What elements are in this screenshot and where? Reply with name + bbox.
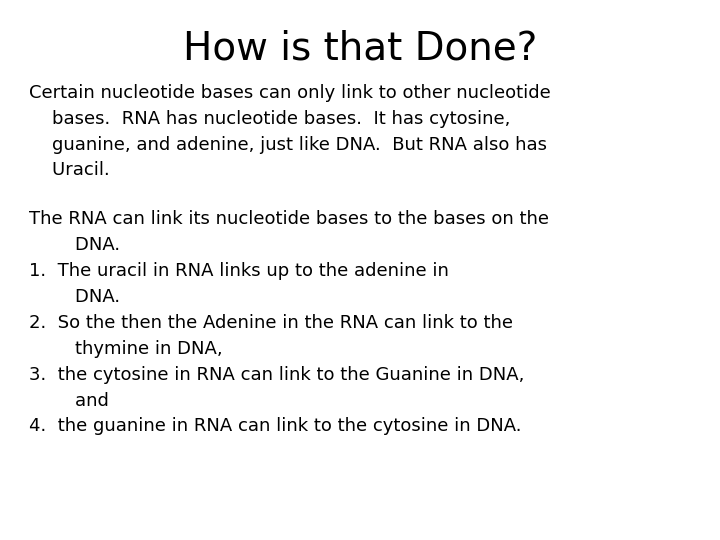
- Text: bases.  RNA has nucleotide bases.  It has cytosine,: bases. RNA has nucleotide bases. It has …: [29, 110, 510, 127]
- Text: DNA.: DNA.: [29, 236, 120, 254]
- Text: 2.  So the then the Adenine in the RNA can link to the: 2. So the then the Adenine in the RNA ca…: [29, 314, 513, 332]
- Text: 1.  The uracil in RNA links up to the adenine in: 1. The uracil in RNA links up to the ade…: [29, 262, 449, 280]
- Text: The RNA can link its nucleotide bases to the bases on the: The RNA can link its nucleotide bases to…: [29, 210, 549, 228]
- Text: guanine, and adenine, just like DNA.  But RNA also has: guanine, and adenine, just like DNA. But…: [29, 136, 546, 153]
- Text: Certain nucleotide bases can only link to other nucleotide: Certain nucleotide bases can only link t…: [29, 84, 551, 102]
- Text: 4.  the guanine in RNA can link to the cytosine in DNA.: 4. the guanine in RNA can link to the cy…: [29, 417, 521, 435]
- Text: and: and: [29, 392, 109, 409]
- Text: DNA.: DNA.: [29, 288, 120, 306]
- Text: How is that Done?: How is that Done?: [183, 30, 537, 68]
- Text: Uracil.: Uracil.: [29, 161, 109, 179]
- Text: thymine in DNA,: thymine in DNA,: [29, 340, 222, 357]
- Text: 3.  the cytosine in RNA can link to the Guanine in DNA,: 3. the cytosine in RNA can link to the G…: [29, 366, 524, 383]
